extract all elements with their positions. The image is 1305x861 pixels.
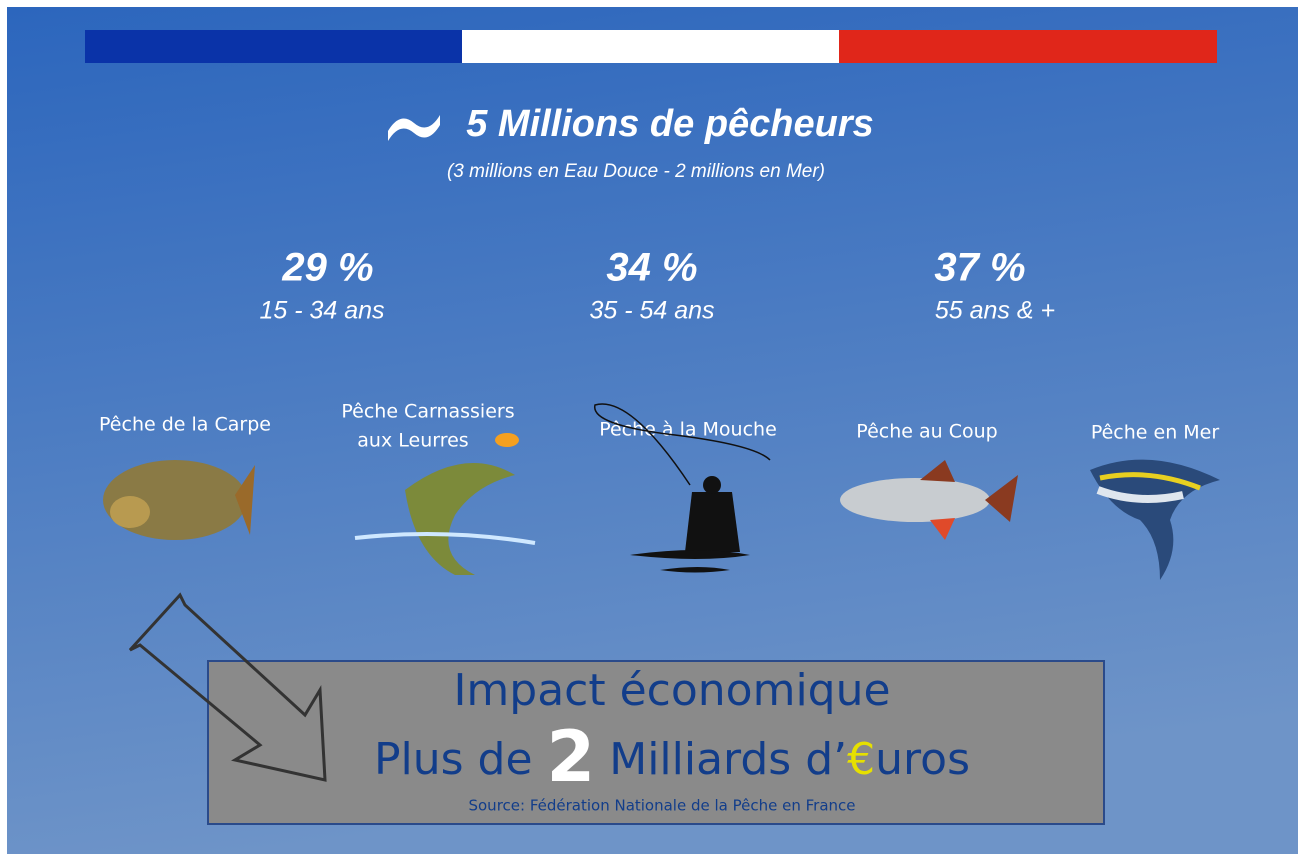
title: 5 Millions de pêcheurs: [466, 103, 874, 145]
impact-part: Milliards d’: [595, 734, 847, 785]
impact-part: uros: [875, 734, 970, 785]
source: Source: Fédération Nationale de la Pêche…: [468, 797, 855, 815]
subtitle: (3 millions en Eau Douce - 2 millions en…: [447, 161, 825, 182]
impact-part: Plus de: [374, 734, 547, 785]
age-share: 29 %: [281, 246, 373, 290]
fishing-label: Pêche Carnassiers: [341, 401, 514, 423]
impact-title: Impact économique: [453, 665, 890, 716]
fishing-label: Pêche en Mer: [1091, 422, 1220, 444]
fishing-label: aux Leurres: [357, 430, 468, 452]
infographic: 5 Millions de pêcheurs (3 millions en Ea…: [0, 0, 1305, 861]
age-label: 35 - 54 ans: [589, 297, 714, 325]
page: 5 Millions de pêcheurs (3 millions en Ea…: [0, 0, 1305, 861]
age-label: 55 ans & +: [935, 297, 1055, 325]
euro-sign: €: [847, 734, 875, 785]
age-label: 15 - 34 ans: [259, 297, 384, 325]
fishing-label: Pêche au Coup: [856, 421, 997, 443]
impact-number: 2: [547, 716, 596, 798]
flag: [85, 30, 1217, 63]
fishing-label: Pêche de la Carpe: [99, 414, 271, 436]
age-share: 37 %: [934, 246, 1025, 290]
age-share: 34 %: [606, 246, 697, 290]
